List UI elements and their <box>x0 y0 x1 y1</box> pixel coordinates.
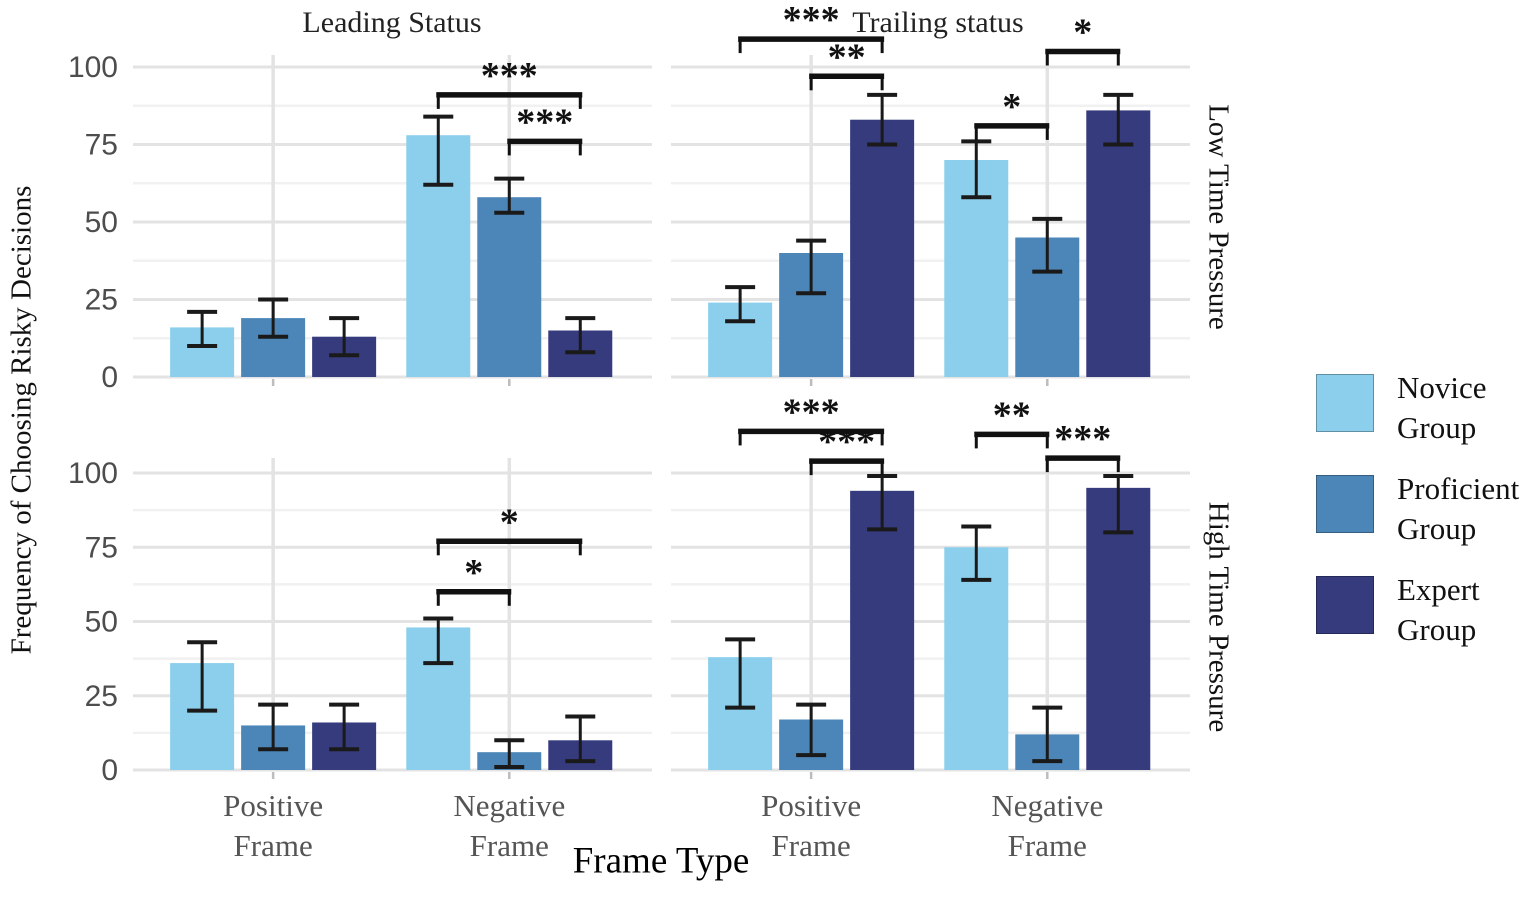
svg-text:25: 25 <box>85 680 118 713</box>
svg-text:*: * <box>1002 86 1021 128</box>
svg-text:*: * <box>1073 12 1092 54</box>
legend-swatch-expert <box>1316 576 1374 634</box>
svg-text:***: *** <box>783 0 840 41</box>
svg-text:***: *** <box>818 421 875 463</box>
svg-text:0: 0 <box>101 754 118 787</box>
facet-title-trailing-status: Trailing status <box>852 6 1024 39</box>
svg-text:Negative: Negative <box>991 788 1103 823</box>
svg-text:100: 100 <box>68 51 118 84</box>
legend-item-proficient: Proficient Group <box>1316 471 1531 549</box>
svg-text:Positive: Positive <box>223 788 323 823</box>
legend: Novice Group Proficient Group Expert Gro… <box>1316 370 1531 677</box>
svg-text:**: ** <box>993 394 1031 436</box>
svg-text:***: *** <box>1054 418 1111 460</box>
svg-text:***: *** <box>783 391 840 433</box>
legend-label-novice: Novice Group <box>1397 370 1487 445</box>
svg-text:Frame: Frame <box>1008 828 1087 863</box>
legend-item-novice: Novice Group <box>1316 370 1531 448</box>
svg-text:75: 75 <box>85 531 118 564</box>
svg-text:Positive: Positive <box>761 788 861 823</box>
legend-swatch-novice <box>1316 374 1374 432</box>
facet-strip-low-time-pressure: Low Time Pressure <box>1202 104 1235 330</box>
legend-swatch-proficient <box>1316 475 1374 533</box>
svg-text:75: 75 <box>85 129 118 162</box>
svg-text:**: ** <box>828 36 866 78</box>
svg-text:Frame: Frame <box>470 828 549 863</box>
svg-text:Frame: Frame <box>772 828 851 863</box>
svg-text:0: 0 <box>101 361 118 394</box>
svg-text:*: * <box>464 552 483 594</box>
legend-label-expert: Expert Group <box>1397 572 1480 647</box>
y-axis-title: Frequency of Choosing Risky Decisions <box>5 185 38 655</box>
svg-text:Frame: Frame <box>234 828 313 863</box>
legend-item-expert: Expert Group <box>1316 572 1531 650</box>
svg-text:100: 100 <box>68 457 118 490</box>
svg-text:25: 25 <box>85 284 118 317</box>
legend-label-proficient: Proficient Group <box>1397 471 1520 546</box>
facet-title-leading-status: Leading Status <box>302 6 482 39</box>
svg-text:50: 50 <box>85 606 118 639</box>
svg-text:***: *** <box>481 55 538 97</box>
svg-text:***: *** <box>516 101 573 143</box>
x-axis-title: Frame Type <box>572 840 750 882</box>
svg-text:50: 50 <box>85 206 118 239</box>
svg-text:*: * <box>500 501 519 543</box>
svg-text:Negative: Negative <box>453 788 565 823</box>
facet-strip-high-time-pressure: High Time Pressure <box>1202 501 1235 733</box>
